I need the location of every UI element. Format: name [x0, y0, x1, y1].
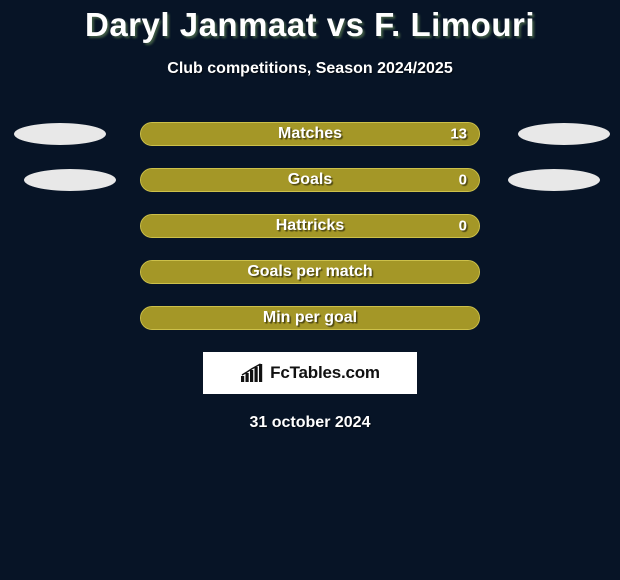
- stat-row: Goals 0: [0, 168, 620, 192]
- stat-value: 0: [459, 218, 467, 235]
- comparison-infographic: Daryl Janmaat vs F. Limouri Club competi…: [0, 0, 620, 580]
- brand-box: FcTables.com: [203, 352, 417, 394]
- right-player-oval: [508, 169, 600, 191]
- stat-label: Hattricks: [141, 217, 479, 235]
- stat-row: Hattricks 0: [0, 214, 620, 238]
- stat-value: 0: [459, 172, 467, 189]
- stat-label: Goals: [141, 171, 479, 189]
- stat-rows: Matches 13 Goals 0 Hattricks 0: [0, 122, 620, 330]
- stat-label: Goals per match: [141, 263, 479, 281]
- bars-icon: [240, 363, 264, 383]
- stat-row: Goals per match: [0, 260, 620, 284]
- stat-pill-goals-per-match: Goals per match: [140, 260, 480, 284]
- stat-pill-matches: Matches 13: [140, 122, 480, 146]
- right-player-oval: [518, 123, 610, 145]
- page-title: Daryl Janmaat vs F. Limouri: [0, 6, 620, 44]
- left-player-oval: [14, 123, 106, 145]
- stat-pill-goals: Goals 0: [140, 168, 480, 192]
- left-player-oval: [24, 169, 116, 191]
- subtitle: Club competitions, Season 2024/2025: [0, 60, 620, 78]
- stat-label: Matches: [141, 125, 479, 143]
- stat-pill-min-per-goal: Min per goal: [140, 306, 480, 330]
- stat-row: Min per goal: [0, 306, 620, 330]
- stat-value: 13: [450, 126, 467, 143]
- stat-label: Min per goal: [141, 309, 479, 327]
- stat-row: Matches 13: [0, 122, 620, 146]
- stat-pill-hattricks: Hattricks 0: [140, 214, 480, 238]
- brand-text: FcTables.com: [270, 363, 380, 383]
- date-label: 31 october 2024: [0, 414, 620, 432]
